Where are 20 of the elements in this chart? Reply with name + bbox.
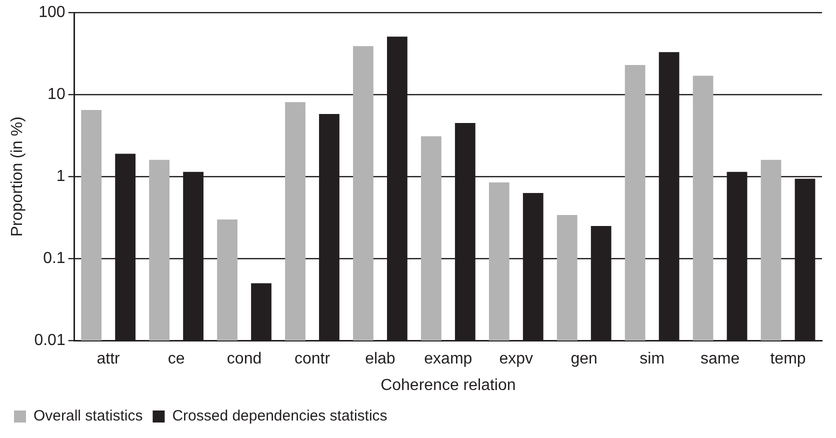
y-tick-label: 10: [48, 86, 66, 104]
x-tick-label: attr: [96, 350, 121, 368]
x-tick-label: cond: [226, 350, 262, 368]
x-axis-title: Coherence relation: [380, 376, 516, 394]
x-tick-label: sim: [640, 350, 665, 368]
legend-label: Crossed dependencies statistics: [172, 408, 388, 425]
y-tick-label: 100: [38, 4, 66, 22]
legend-label: Overall statistics: [34, 408, 143, 425]
y-tick-label: 0.1: [43, 250, 66, 268]
y-tick-label: 0.01: [34, 332, 66, 350]
y-axis-title: Proportion (in %): [9, 116, 26, 237]
y-tick-label: 1: [56, 168, 66, 186]
x-tick-label: expv: [499, 350, 534, 368]
x-tick-label: same: [700, 350, 740, 368]
x-tick-label: temp: [770, 350, 806, 368]
x-tick-label: examp: [424, 350, 472, 368]
x-tick-label: gen: [570, 350, 598, 368]
x-tick-label: contr: [294, 350, 331, 368]
x-tick-label: ce: [168, 350, 185, 368]
x-tick-label: elab: [365, 350, 396, 368]
